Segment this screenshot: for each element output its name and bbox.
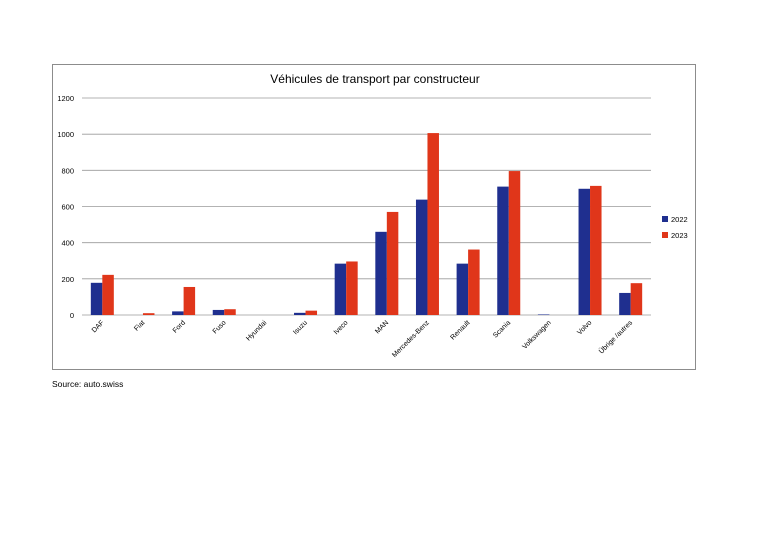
x-tick-label: Renault (450, 319, 472, 341)
legend-label-2023: 2023 (671, 231, 688, 240)
x-tick-label: Iveco (333, 319, 350, 336)
chart-frame: Véhicules de transport par constructeur … (52, 64, 696, 370)
x-tick-label: Volkswagen (521, 319, 552, 350)
x-tick-label: Isuzu (292, 319, 309, 336)
bar-2022-9 (456, 263, 469, 315)
bar-chart: Véhicules de transport par constructeur … (57, 72, 688, 359)
x-tick-label: Mercedes-Benz (391, 319, 431, 359)
y-tick-label: 1200 (57, 94, 74, 103)
legend-swatch-2023 (662, 232, 668, 238)
x-tick-label: DAF (91, 319, 106, 334)
x-tick-label: MAN (374, 319, 390, 335)
x-tick-label: Fuso (212, 319, 228, 335)
legend-swatch-2022 (662, 216, 668, 222)
y-tick-label: 400 (61, 239, 74, 248)
bar-2022-6 (334, 263, 347, 315)
bar-2022-2 (172, 311, 184, 315)
bar-2023-12 (590, 185, 602, 315)
x-tick-label: Ford (172, 319, 187, 334)
bar-2023-9 (468, 249, 480, 315)
bar-2022-3 (212, 309, 225, 315)
x-tick-label: Fiat (133, 319, 146, 332)
x-tick-label: Übrige /autres (597, 318, 634, 355)
bar-2023-6 (346, 261, 358, 315)
y-tick-label: 0 (70, 311, 74, 320)
x-tick-label: Volvo (576, 319, 593, 336)
bar-2023-0 (102, 274, 114, 315)
y-tick-label: 200 (61, 275, 74, 284)
y-tick-label: 800 (61, 166, 74, 175)
bar-2023-8 (427, 133, 439, 315)
bar-2023-7 (386, 211, 399, 315)
y-tick-label: 600 (61, 203, 74, 212)
bar-2022-12 (578, 188, 591, 315)
source-note: Source: auto.swiss (52, 379, 124, 389)
bar-2022-7 (375, 231, 387, 315)
bar-2023-10 (508, 171, 521, 315)
bar-2022-11 (537, 314, 550, 315)
bar-2022-5 (294, 312, 306, 315)
bar-2023-2 (183, 286, 196, 315)
bar-2022-13 (619, 292, 631, 315)
x-tick-label: Hyundai (245, 319, 268, 342)
bar-2022-10 (497, 186, 509, 315)
bar-2022-8 (415, 199, 428, 315)
bar-2023-5 (305, 310, 318, 315)
legend-label-2022: 2022 (671, 215, 688, 224)
x-tick-label: Scania (492, 319, 512, 339)
y-tick-label: 1000 (57, 130, 74, 139)
bar-2023-1 (142, 313, 155, 315)
chart-title: Véhicules de transport par constructeur (270, 72, 479, 86)
bar-2023-13 (630, 283, 643, 315)
bar-2023-3 (224, 309, 236, 315)
bar-2022-0 (90, 282, 103, 315)
